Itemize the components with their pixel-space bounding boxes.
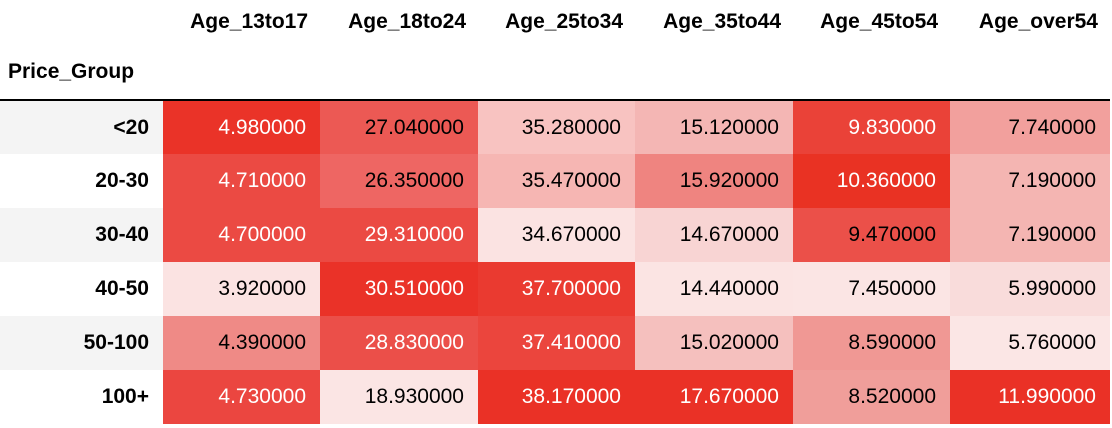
heatmap-cell: 38.170000 <box>478 370 635 424</box>
heatmap-cell: 30.510000 <box>320 262 478 316</box>
row-label: 20-30 <box>0 154 163 208</box>
heatmap-cell: 15.120000 <box>635 100 793 154</box>
column-header: Age_18to24 <box>348 10 466 33</box>
header-spacer <box>478 44 635 101</box>
column-header: Age_over54 <box>978 10 1098 33</box>
header-spacer <box>320 44 478 101</box>
column-header: Age_13to17 <box>190 10 308 33</box>
heatmap-cell: 26.350000 <box>320 154 478 208</box>
column-header: Age_45to54 <box>820 10 938 33</box>
heatmap-cell: 15.920000 <box>635 154 793 208</box>
row-label: <20 <box>0 100 163 154</box>
heatmap-cell: 3.920000 <box>163 262 320 316</box>
heatmap-cell: 7.190000 <box>950 208 1110 262</box>
heatmap-cell: 27.040000 <box>320 100 478 154</box>
row-label: 40-50 <box>0 262 163 316</box>
table-row: 50-100 4.390000 28.830000 37.410000 15.02000… <box>0 316 1110 370</box>
row-label: 30-40 <box>0 208 163 262</box>
column-header: Age_35to44 <box>663 10 781 33</box>
heatmap-cell: 8.520000 <box>793 370 950 424</box>
heatmap-cell: 28.830000 <box>320 316 478 370</box>
heatmap-cell: 10.360000 <box>793 154 950 208</box>
table-row: 40-50 3.920000 30.510000 37.700000 14.440000… <box>0 262 1110 316</box>
row-label: 50-100 <box>0 316 163 370</box>
heatmap-cell: 11.990000 <box>950 370 1110 424</box>
heatmap-cell: 7.190000 <box>950 154 1110 208</box>
heatmap-cell: 7.450000 <box>793 262 950 316</box>
heatmap-cell: 37.410000 <box>478 316 635 370</box>
heatmap-cell: 4.710000 <box>163 154 320 208</box>
heatmap-cell: 14.440000 <box>635 262 793 316</box>
heatmap-cell: 4.700000 <box>163 208 320 262</box>
heatmap-cell: 9.470000 <box>793 208 950 262</box>
table-row: 100+ 4.730000 18.930000 38.170000 17.670000 8… <box>0 370 1110 424</box>
corner-blank <box>0 0 163 44</box>
table-row: 30-40 4.700000 29.310000 34.670000 14.670000… <box>0 208 1110 262</box>
table-row: <20 4.980000 27.040000 35.280000 15.120000 9.… <box>0 100 1110 154</box>
heatmap-cell: 35.280000 <box>478 100 635 154</box>
heatmap-cell: 7.740000 <box>950 100 1110 154</box>
heatmap-cell: 4.730000 <box>163 370 320 424</box>
heatmap-cell: 5.990000 <box>950 262 1110 316</box>
heatmap-cell: 4.390000 <box>163 316 320 370</box>
column-header-row: Age_13to17 Age_18to24 Age_25to34 Age_35t… <box>0 0 1110 44</box>
header-spacer <box>793 44 950 101</box>
row-label: 100+ <box>0 370 163 424</box>
heatmap-cell: 29.310000 <box>320 208 478 262</box>
heatmap-cell: 14.670000 <box>635 208 793 262</box>
header-spacer <box>163 44 320 101</box>
index-name-row: Price_Group <box>0 44 1110 101</box>
heatmap-cell: 37.700000 <box>478 262 635 316</box>
index-name: Price_Group <box>0 44 163 101</box>
header-spacer <box>635 44 793 101</box>
table-body: <20 4.980000 27.040000 35.280000 15.120000 9.… <box>0 100 1110 424</box>
heatmap-cell: 5.760000 <box>950 316 1110 370</box>
header-spacer <box>950 44 1110 101</box>
table-row: 20-30 4.710000 26.350000 35.470000 15.920000… <box>0 154 1110 208</box>
heatmap-cell: 18.930000 <box>320 370 478 424</box>
heatmap-cell: 4.980000 <box>163 100 320 154</box>
heatmap-cell: 15.020000 <box>635 316 793 370</box>
heatmap-cell: 17.670000 <box>635 370 793 424</box>
column-header: Age_25to34 <box>505 10 623 33</box>
heatmap-cell: 9.830000 <box>793 100 950 154</box>
heatmap-cell: 34.670000 <box>478 208 635 262</box>
heatmap-cell: 35.470000 <box>478 154 635 208</box>
heatmap-cell: 8.590000 <box>793 316 950 370</box>
